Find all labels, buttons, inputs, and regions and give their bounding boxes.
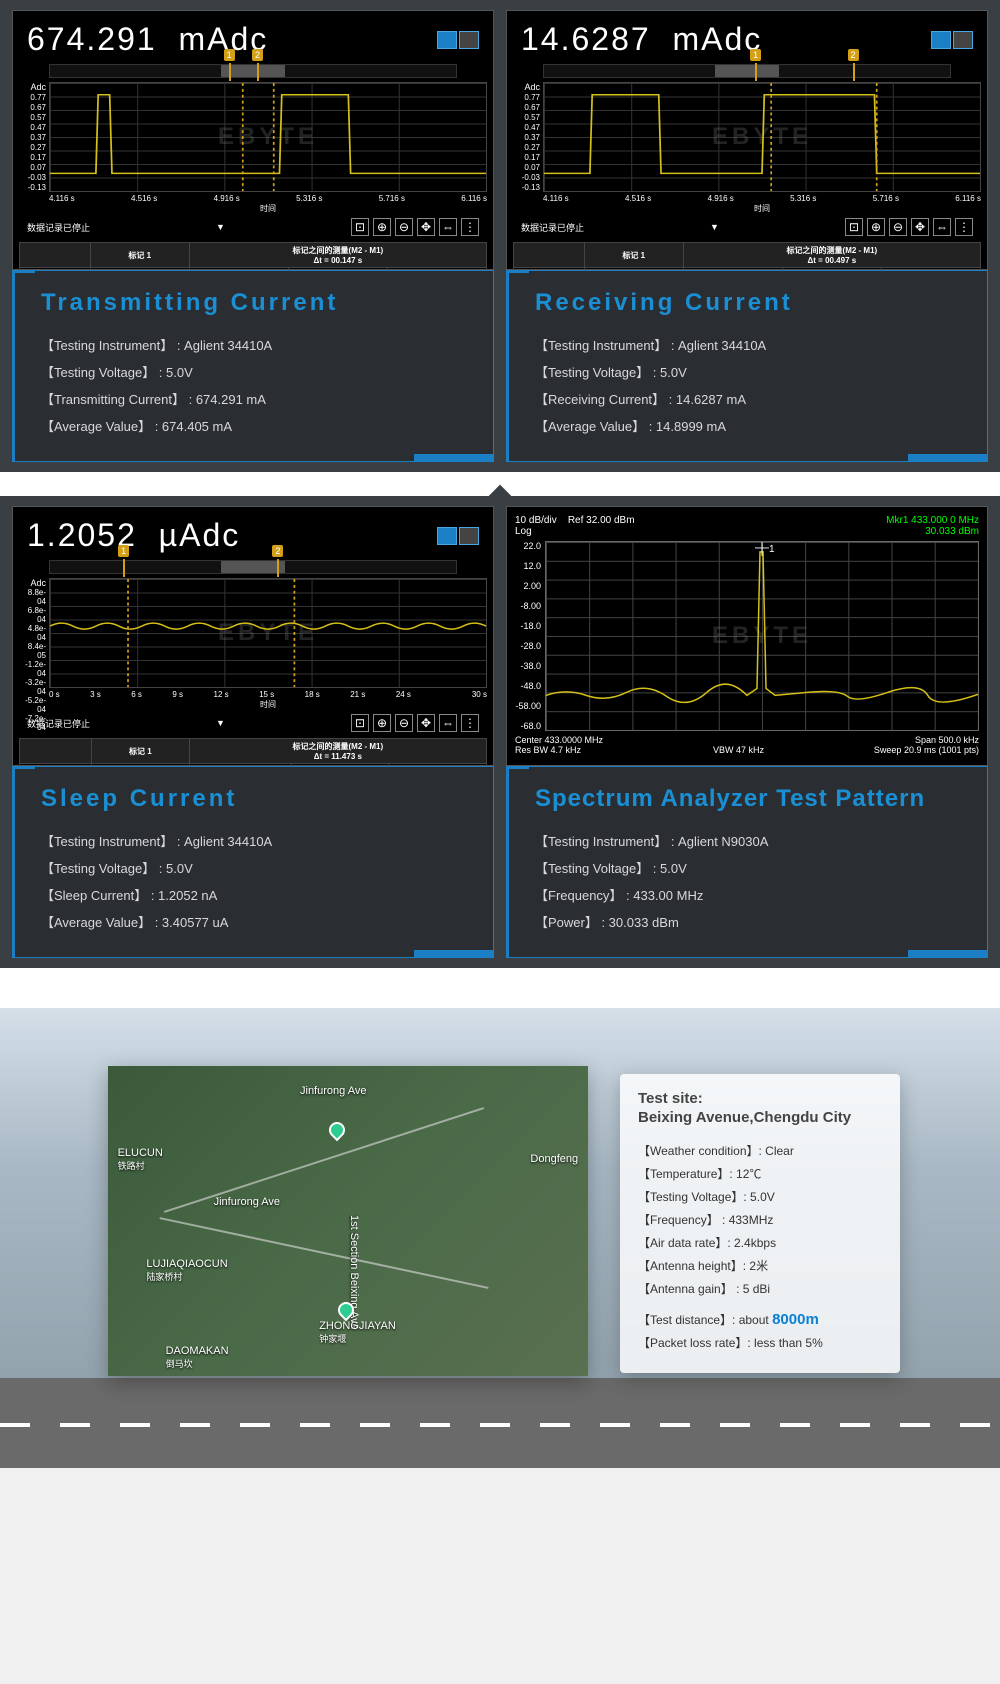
zoom-fit-icon[interactable]: ⊡: [351, 714, 369, 732]
spec-ref: Ref 32.00 dBm: [568, 515, 635, 526]
spec-rbw: Res BW 4.7 kHz: [515, 745, 581, 755]
zoom-out-icon[interactable]: ⊖: [889, 218, 907, 236]
test-site-card: Test site: Beixing Avenue,Chengdu City 【…: [620, 1074, 900, 1373]
zoom-in-icon[interactable]: ⊕: [373, 218, 391, 236]
list-icon[interactable]: [459, 31, 479, 49]
spec-mkr: Mkr1 433.000 0 MHz: [886, 515, 979, 526]
section-1: 674.291 mAdc Adc0.770.670.570.470.370.27…: [0, 0, 1000, 472]
spec-log: Log: [515, 526, 532, 537]
zoom-in-icon[interactable]: ⊕: [373, 714, 391, 732]
spec-mkr-val: 30.033 dBm: [925, 526, 979, 537]
zoom-out-icon[interactable]: ⊖: [395, 714, 413, 732]
card-title: Spectrum Analyzer Test Pattern: [535, 785, 961, 813]
test-title: Test site:: [638, 1090, 882, 1107]
test-loss: 【Packet loss rate】: less than 5%: [638, 1334, 882, 1351]
map-image: ELUCUN铁路村Jinfurong AveDongfengJinfurong …: [108, 1066, 588, 1376]
spec-dbdiv: 10 dB/div: [515, 515, 557, 526]
zoom-fit-icon[interactable]: ⊡: [845, 218, 863, 236]
card-title: Receiving Current: [535, 289, 961, 317]
panel-sleep: 1.2052 µAdc Adc8.8e-046.8e-044.8e-048.4e…: [12, 506, 494, 958]
zoom-fit-icon[interactable]: ⊡: [351, 218, 369, 236]
spectrum-display: 10 dB/div Ref 32.00 dBm Log Mkr1 433.000 …: [506, 506, 988, 766]
spec-vbw: VBW 47 kHz: [713, 745, 764, 755]
pan-icon[interactable]: ✥: [417, 714, 435, 732]
spec-center: Center 433.0000 MHz: [515, 735, 603, 745]
spec-plot: EBYTE 1: [545, 541, 979, 731]
more-icon[interactable]: ⋮: [461, 714, 479, 732]
expand-h-icon[interactable]: ⇔: [933, 218, 951, 236]
scope-transmit: 674.291 mAdc Adc0.770.670.570.470.370.27…: [12, 10, 494, 270]
card-rows: 【Testing Instrument】 : Aglient 34410A【Te…: [535, 335, 961, 435]
test-subtitle: Beixing Avenue,Chengdu City: [638, 1109, 882, 1126]
test-distance: 【Test distance】: about 8000m: [638, 1311, 882, 1328]
spec-yaxis: 22.012.02.00-8.00-18.0-28.0-38.0-48.0-58…: [515, 541, 545, 731]
card-transmit: Transmitting Current 【Testing Instrument…: [12, 270, 494, 462]
panel-spectrum: 10 dB/div Ref 32.00 dBm Log Mkr1 433.000 …: [506, 506, 988, 958]
card-title: Sleep Current: [41, 785, 467, 813]
map-section: ELUCUN铁路村Jinfurong AveDongfengJinfurong …: [0, 1008, 1000, 1468]
test-rows: 【Weather condition】: Clear【Temperature】:…: [638, 1142, 882, 1297]
card-rows: 【Testing Instrument】 : Aglient N9030A【Te…: [535, 831, 961, 931]
pan-icon[interactable]: ✥: [417, 218, 435, 236]
wave-icon[interactable]: [437, 31, 457, 49]
spec-span: Span 500.0 kHz: [915, 735, 979, 745]
scope-sleep: 1.2052 µAdc Adc8.8e-046.8e-044.8e-048.4e…: [12, 506, 494, 766]
expand-h-icon[interactable]: ⇔: [439, 218, 457, 236]
map-pin-icon: [325, 1118, 348, 1141]
list-icon[interactable]: [459, 527, 479, 545]
card-title: Transmitting Current: [41, 289, 467, 317]
wave-icon[interactable]: [931, 31, 951, 49]
pan-icon[interactable]: ✥: [911, 218, 929, 236]
wave-icon[interactable]: [437, 527, 457, 545]
more-icon[interactable]: ⋮: [955, 218, 973, 236]
card-rows: 【Testing Instrument】 : Aglient 34410A【Te…: [41, 831, 467, 931]
card-receive: Receiving Current 【Testing Instrument】 :…: [506, 270, 988, 462]
expand-h-icon[interactable]: ⇔: [439, 714, 457, 732]
scope-receive: 14.6287 mAdc Adc0.770.670.570.470.370.27…: [506, 10, 988, 270]
zoom-out-icon[interactable]: ⊖: [395, 218, 413, 236]
section-2: 1.2052 µAdc Adc8.8e-046.8e-044.8e-048.4e…: [0, 496, 1000, 968]
more-icon[interactable]: ⋮: [461, 218, 479, 236]
spec-sweep: Sweep 20.9 ms (1001 pts): [874, 745, 979, 755]
panel-receive: 14.6287 mAdc Adc0.770.670.570.470.370.27…: [506, 10, 988, 462]
card-rows: 【Testing Instrument】 : Aglient 34410A【Te…: [41, 335, 467, 435]
card-sleep: Sleep Current 【Testing Instrument】 : Agl…: [12, 766, 494, 958]
svg-text:1: 1: [769, 544, 775, 555]
road-graphic: [0, 1378, 1000, 1468]
list-icon[interactable]: [953, 31, 973, 49]
panel-transmit: 674.291 mAdc Adc0.770.670.570.470.370.27…: [12, 10, 494, 462]
zoom-in-icon[interactable]: ⊕: [867, 218, 885, 236]
card-spectrum: Spectrum Analyzer Test Pattern 【Testing …: [506, 766, 988, 958]
